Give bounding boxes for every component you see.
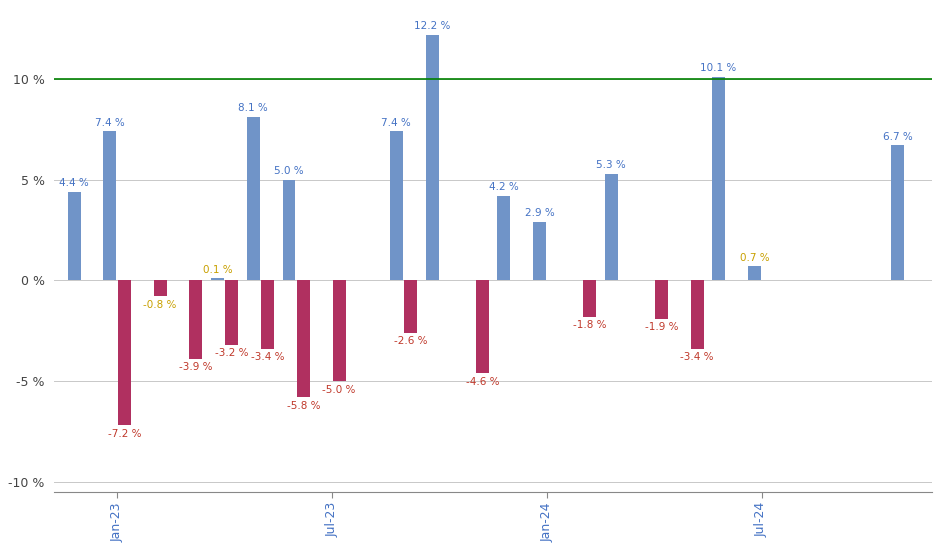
Bar — [226, 280, 238, 345]
Bar — [426, 35, 439, 280]
Bar — [68, 191, 81, 280]
Text: 0.7 %: 0.7 % — [740, 252, 769, 262]
Text: 10.1 %: 10.1 % — [700, 63, 737, 73]
Bar — [404, 280, 417, 333]
Text: 4.2 %: 4.2 % — [489, 182, 519, 192]
Text: -5.0 %: -5.0 % — [322, 384, 355, 394]
Bar — [297, 280, 309, 397]
Bar — [211, 278, 224, 280]
Text: 7.4 %: 7.4 % — [95, 118, 125, 128]
Bar — [261, 280, 274, 349]
Text: 0.1 %: 0.1 % — [202, 265, 232, 274]
Text: 2.9 %: 2.9 % — [525, 208, 555, 218]
Text: -0.8 %: -0.8 % — [144, 300, 177, 310]
Text: -5.8 %: -5.8 % — [287, 401, 320, 411]
Bar — [283, 179, 295, 280]
Text: -7.2 %: -7.2 % — [107, 429, 141, 439]
Bar — [476, 280, 489, 373]
Bar — [533, 222, 546, 280]
Bar — [497, 196, 510, 280]
Text: -1.8 %: -1.8 % — [573, 320, 606, 330]
Text: -3.9 %: -3.9 % — [180, 362, 212, 372]
Text: -1.9 %: -1.9 % — [645, 322, 678, 332]
Bar — [118, 280, 131, 425]
Bar — [691, 280, 703, 349]
Bar — [246, 117, 259, 280]
Text: 5.0 %: 5.0 % — [274, 166, 304, 176]
Bar — [333, 280, 346, 381]
Bar — [103, 131, 117, 280]
Text: -3.2 %: -3.2 % — [215, 348, 248, 359]
Text: -2.6 %: -2.6 % — [394, 336, 428, 346]
Bar — [655, 280, 667, 318]
Text: 4.4 %: 4.4 % — [59, 178, 89, 188]
Bar — [891, 145, 904, 280]
Bar — [604, 173, 618, 280]
Text: -3.4 %: -3.4 % — [251, 353, 284, 362]
Bar — [584, 280, 596, 316]
Text: 5.3 %: 5.3 % — [596, 160, 626, 170]
Text: 7.4 %: 7.4 % — [382, 118, 411, 128]
Bar — [190, 280, 202, 359]
Bar — [713, 77, 725, 280]
Bar — [748, 266, 760, 280]
Text: 8.1 %: 8.1 % — [238, 103, 268, 113]
Text: 12.2 %: 12.2 % — [414, 21, 450, 31]
Text: -4.6 %: -4.6 % — [465, 377, 499, 387]
Bar — [153, 280, 166, 296]
Text: -3.4 %: -3.4 % — [681, 353, 713, 362]
Text: 6.7 %: 6.7 % — [883, 131, 913, 142]
Bar — [390, 131, 403, 280]
